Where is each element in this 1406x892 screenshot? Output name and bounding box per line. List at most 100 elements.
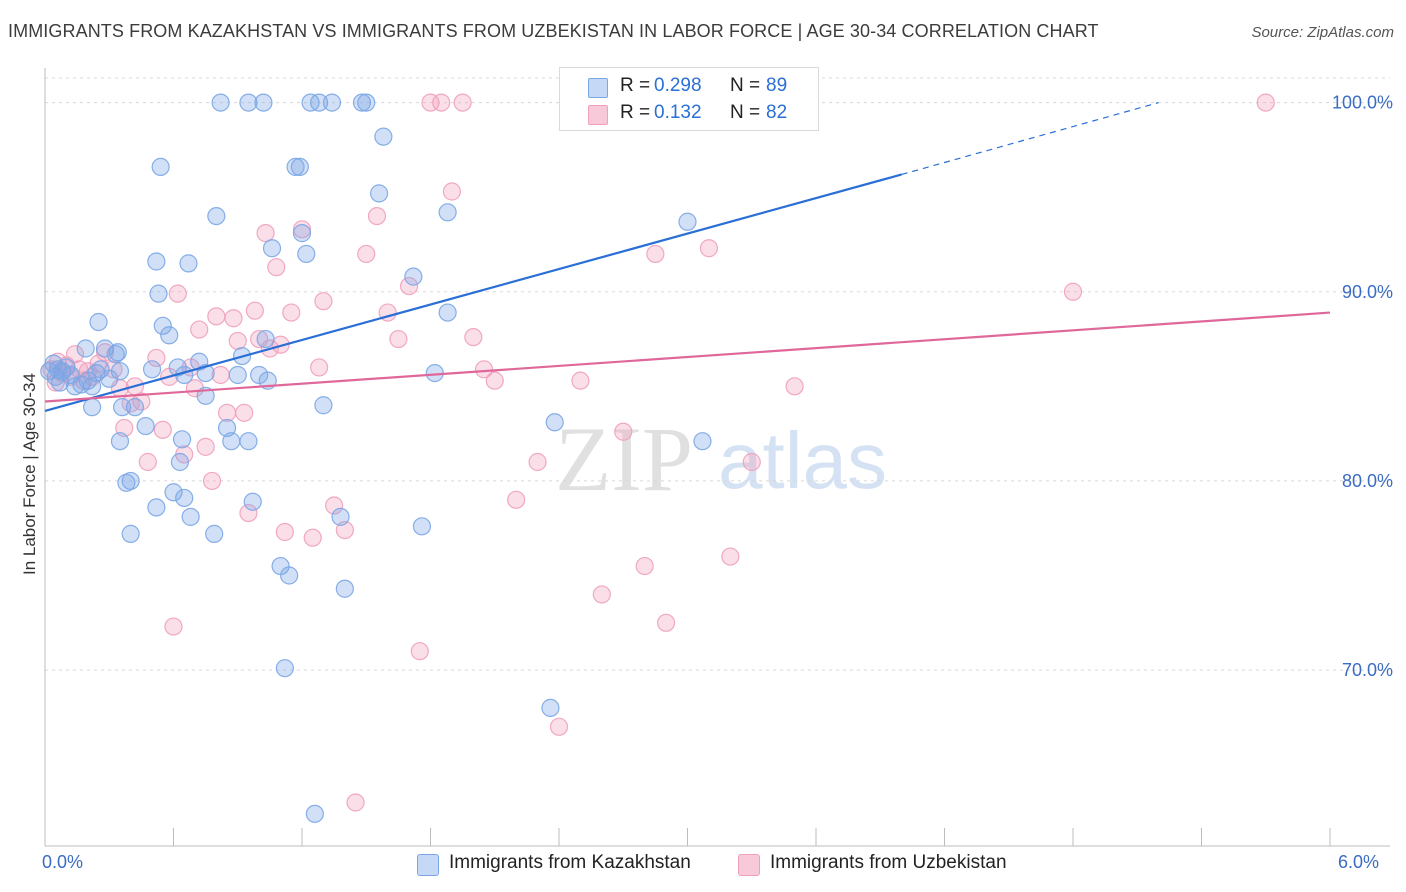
uzbekistan-point	[592, 585, 611, 604]
legend-n-value: 82	[766, 102, 788, 123]
kazakhstan-point	[412, 517, 432, 536]
kazakhstan-point	[256, 329, 275, 349]
kazakhstan-point	[438, 203, 457, 222]
uzbekistan-point	[228, 331, 247, 351]
uzbekistan-point	[1256, 93, 1275, 112]
uzbekistan-point	[325, 496, 344, 515]
uzbekistan-point	[168, 284, 187, 303]
uzbekistan-point	[164, 617, 183, 636]
kazakhstan-point	[331, 507, 350, 526]
kazakhstan-point	[370, 184, 389, 203]
y-tick-labels: 70.0% 80.0% 90.0% 100.0%	[1332, 93, 1393, 680]
uzbekistan-point	[367, 206, 387, 226]
kazakhstan-point	[280, 566, 299, 585]
kazakhstan-trend-extension	[901, 102, 1159, 176]
kazakhstan-point	[335, 579, 354, 598]
uzbekistan-point	[147, 348, 166, 368]
uzbekistan-point	[742, 452, 761, 472]
x-tick-max: 6.0%	[1338, 852, 1380, 872]
source-label: Source: ZipAtlas.com	[1251, 24, 1394, 41]
kazakhstan-point	[179, 254, 198, 273]
bottom-legend-label: Immigrants from Uzbekistan	[770, 852, 1007, 873]
kazakhstan-point	[151, 157, 170, 177]
correlation-legend: R = 0.298 N = 89 R = 0.132 N = 82	[559, 67, 819, 131]
kazakhstan-point	[153, 316, 172, 335]
kazakhstan-point	[374, 127, 393, 146]
kazakhstan-point	[211, 93, 230, 112]
uzbekistan-point	[196, 437, 215, 456]
uzbekistan-point	[275, 522, 294, 542]
y-axis-label: In Labor Force | Age 30-34	[20, 373, 39, 575]
uzbekistan-point	[410, 642, 429, 661]
legend-r-label: R =	[620, 102, 651, 123]
kazakhstan-point	[168, 358, 187, 377]
kazakhstan-point	[305, 804, 324, 823]
uzbekistan-point	[211, 365, 230, 385]
kazakhstan-point	[275, 659, 294, 678]
uzbekistan-point	[314, 292, 333, 311]
legend-swatch-blue	[588, 78, 608, 98]
legend-n-value: 89	[766, 75, 788, 96]
kazakhstan-point	[222, 432, 241, 451]
uzbekistan-point	[207, 307, 226, 326]
kazakhstan-point	[125, 398, 145, 417]
uzbekistan-point	[549, 717, 569, 736]
uzbekistan-point	[453, 93, 472, 112]
kazakhstan-point	[357, 93, 376, 112]
kazakhstan-point	[190, 352, 209, 371]
watermark: ZIP atlas	[555, 408, 887, 510]
watermark-zip: ZIP	[555, 408, 693, 510]
uzbekistan-point	[303, 528, 322, 547]
uzbekistan-point	[399, 276, 419, 296]
kazakhstan-point	[239, 432, 258, 451]
kazakhstan-point	[100, 369, 119, 388]
kazakhstan-point	[83, 398, 102, 417]
chart-title: IMMIGRANTS FROM KAZAKHSTAN VS IMMIGRANTS…	[8, 21, 1099, 41]
legend-r-label: R =	[620, 75, 651, 96]
kazakhstan-points	[40, 93, 712, 823]
kazakhstan-point	[50, 373, 70, 392]
uzbekistan-point	[202, 471, 222, 491]
uzbekistan-point	[721, 547, 740, 566]
kazakhstan-point	[121, 471, 140, 491]
kazakhstan-point	[404, 267, 423, 286]
kazakhstan-point	[228, 365, 247, 385]
uzbekistan-point	[646, 244, 665, 264]
legend-n-label: N =	[730, 102, 761, 123]
uzbekistan-point	[507, 490, 526, 509]
kazakhstan-point	[545, 413, 564, 432]
uzbekistan-point	[474, 360, 494, 379]
kazakhstan-point	[112, 398, 132, 417]
uzbekistan-point	[485, 371, 504, 390]
kazakhstan-point	[110, 432, 130, 451]
uzbekistan-point	[153, 420, 172, 439]
y-tick-label: 70.0%	[1342, 660, 1393, 680]
legend-swatch-pink	[588, 105, 608, 125]
kazakhstan-point	[121, 524, 140, 543]
kazakhstan-point	[322, 93, 342, 112]
uzbekistan-point	[267, 258, 286, 277]
uzbekistan-point	[656, 613, 676, 632]
uzbekistan-point	[614, 422, 633, 441]
kazakhstan-point	[254, 93, 273, 112]
kazakhstan-point	[110, 362, 130, 381]
uzbekistan-point	[699, 239, 719, 258]
kazakhstan-point	[541, 698, 560, 718]
bottom-legend-swatch-blue	[417, 854, 439, 876]
uzbekistan-point	[235, 403, 254, 422]
legend-n-label: N =	[730, 75, 761, 96]
kazakhstan-point	[693, 432, 712, 451]
kazakhstan-point	[205, 524, 224, 543]
kazakhstan-point	[89, 312, 108, 332]
kazakhstan-point	[292, 224, 312, 243]
x-tick-min: 0.0%	[42, 852, 84, 872]
y-tick-label: 80.0%	[1342, 471, 1393, 491]
kazakhstan-point	[314, 396, 333, 415]
uzbekistan-point	[389, 329, 408, 349]
kazakhstan-point	[243, 492, 262, 511]
uzbekistan-point	[239, 503, 258, 523]
kazakhstan-trend-line	[44, 173, 902, 412]
uzbekistan-point	[346, 793, 365, 812]
uzbekistan-point	[282, 303, 301, 322]
kazakhstan-point	[310, 93, 329, 112]
